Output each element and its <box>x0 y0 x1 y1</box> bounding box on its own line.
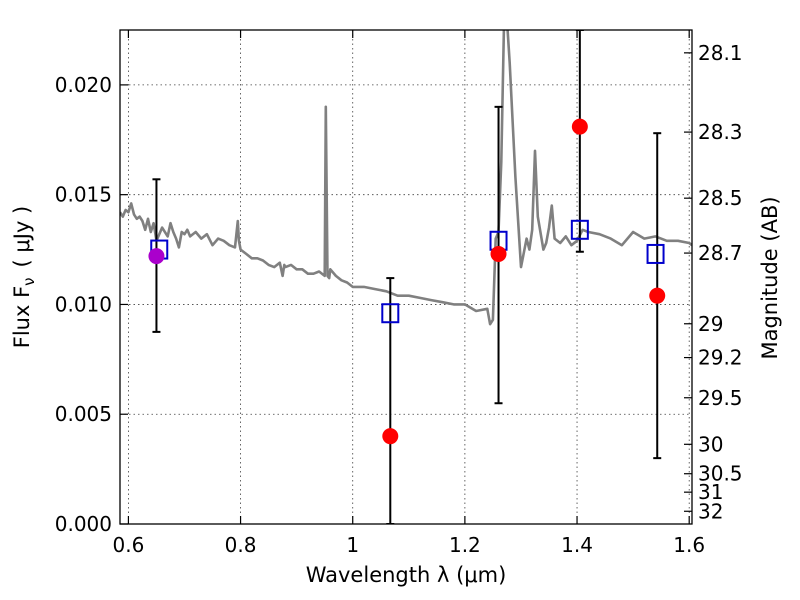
model-spectrum <box>120 30 692 326</box>
y2-tick-label: 29.5 <box>698 386 743 410</box>
y-axis-label: Flux Fν ( μJy ) <box>10 206 38 349</box>
y2-tick-label: 32 <box>698 499 723 523</box>
photometry-squares <box>150 219 665 324</box>
x-tick-label: 0.8 <box>225 533 257 557</box>
model-spectrum-line <box>120 30 692 326</box>
y2-tick-label: 28.7 <box>698 241 743 265</box>
axis-ticks <box>120 30 692 525</box>
photometry-square-point <box>646 243 665 264</box>
error-bars <box>152 30 662 524</box>
tick-labels: 0.6 0.8 1 1.2 1.4 1.6 0.000 0.005 0.010 0.015 0.02… <box>55 41 743 557</box>
plot-frame <box>119 29 693 525</box>
x-tick-label: 0.6 <box>113 533 145 557</box>
y2-tick-label: 29 <box>698 312 723 336</box>
photometry-circle-point <box>382 428 399 445</box>
y2-tick-label: 29.2 <box>698 346 743 370</box>
photometry-circle-point <box>571 118 588 135</box>
y-axis-label-subscript: ν <box>20 277 38 285</box>
y2-tick-label: 31 <box>698 480 723 504</box>
grid-lines <box>120 30 692 525</box>
y2-axis-label: Magnitude (AB) <box>758 196 782 359</box>
photometry-circle-point <box>490 245 507 262</box>
y-tick-label: 0.000 <box>55 512 112 536</box>
y2-tick-label: 28.1 <box>698 41 743 65</box>
y2-tick-label: 28.5 <box>698 186 743 210</box>
photometry-square-point <box>381 303 400 324</box>
y-tick-label: 0.020 <box>55 73 112 97</box>
y2-tick-label: 28.3 <box>698 120 743 144</box>
y-tick-label: 0.005 <box>55 402 112 426</box>
x-tick-label: 1 <box>346 533 359 557</box>
y-tick-label: 0.015 <box>55 183 112 207</box>
y-tick-label: 0.010 <box>55 292 112 316</box>
photometry-square-point <box>570 219 589 240</box>
x-tick-label: 1.2 <box>449 533 481 557</box>
y2-tick-label: 30 <box>698 432 723 456</box>
photometry-circles <box>148 118 666 445</box>
x-tick-label: 1.4 <box>561 533 593 557</box>
photometry-circle-point <box>148 248 165 265</box>
photometry-circle-point <box>649 287 666 304</box>
x-tick-label: 1.6 <box>673 533 705 557</box>
y2-tick-label: 30.5 <box>698 462 743 486</box>
x-axis-label: Wavelength λ (μm) <box>306 563 507 587</box>
y-axis-label-unit: ( μJy ) <box>10 206 34 268</box>
y-axis-label-main: Flux F <box>10 286 34 348</box>
